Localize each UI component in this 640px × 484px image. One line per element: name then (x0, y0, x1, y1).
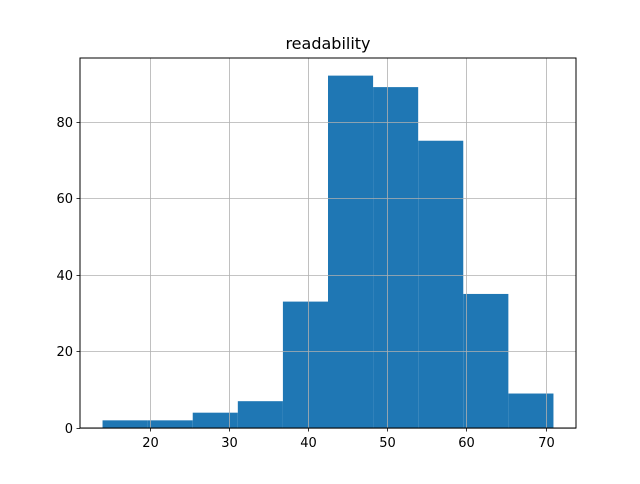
y-tick-label: 60 (56, 192, 73, 207)
x-tick-label: 70 (538, 436, 555, 451)
bars (102, 75, 554, 429)
chart-title: readability (285, 34, 370, 53)
x-tick-label: 60 (458, 436, 475, 451)
x-tick-label: 20 (142, 436, 159, 451)
histogram-bar (508, 393, 554, 428)
histogram-bar (237, 401, 283, 428)
plot-frame (79, 57, 577, 429)
y-tick-label: 0 (65, 422, 73, 437)
x-tick-label: 50 (379, 436, 396, 451)
histogram-bar (282, 301, 328, 428)
histogram-bar (418, 140, 464, 429)
histogram-bar (147, 420, 193, 428)
histogram-bar (373, 87, 419, 428)
histogram-bar (463, 293, 509, 428)
y-tick-label: 40 (56, 269, 73, 284)
x-tick-label: 40 (300, 436, 317, 451)
histogram-bar (328, 75, 374, 428)
x-axis: 20 30 40 50 60 70 (142, 428, 555, 451)
histogram-bar (102, 420, 148, 428)
histogram-bar (192, 412, 238, 428)
x-tick-label: 30 (221, 436, 238, 451)
y-tick-label: 20 (56, 345, 73, 360)
y-axis: 0 20 40 60 80 (56, 116, 80, 437)
y-tick-label: 80 (56, 116, 73, 131)
grid-overlay (80, 58, 576, 429)
